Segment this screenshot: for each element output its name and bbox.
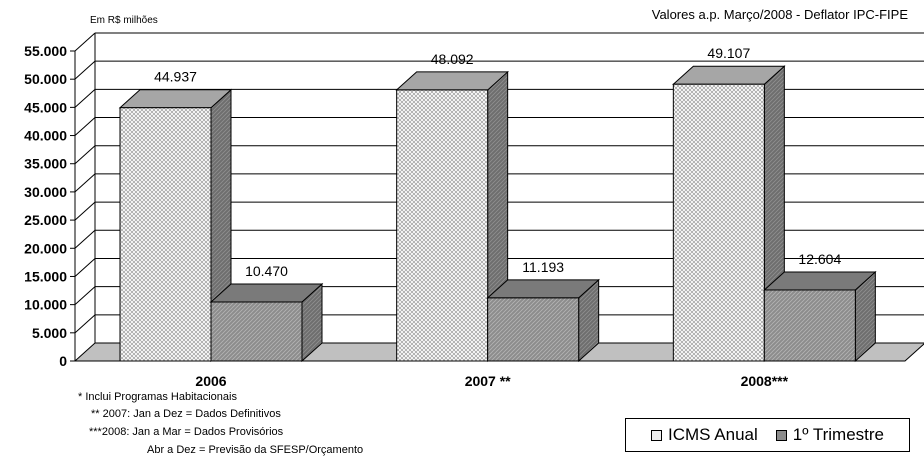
x-tick-label-1: 2007 ** [465,373,511,389]
bar-top-1-2 [763,271,877,291]
footnote-3: ***2008: Jan a Mar = Dados Provisórios [89,426,284,438]
y-tick-label-0: 0 [59,353,67,369]
bar-top-0-2 [672,65,786,85]
y-tick-label-7: 35.000 [24,156,67,172]
legend-item-trimestre: 1º Trimestre [775,425,884,445]
bar-0-2 [672,83,765,362]
y-tick-label-5: 25.000 [24,212,67,228]
bar-top-0-0 [118,89,233,109]
grid-side-8 [74,117,96,136]
legend-swatch-icms [651,429,662,441]
bar-1-2 [763,289,856,362]
y-tick-label-8: 40.000 [24,128,67,144]
y-tick-label-11: 55.000 [24,43,67,59]
grid-side-5 [74,201,96,221]
bar-top-1-0 [209,283,324,303]
grid-side-7 [74,145,96,165]
grid-side-6 [74,173,96,193]
grid-side-9 [74,88,96,108]
bar-1-0 [210,301,303,362]
y-tick-label-10: 50.000 [24,71,67,87]
legend-item-icms: ICMS Anual [651,425,758,445]
footnote-1: * Inclui Programas Habitacionais [78,391,237,403]
footnote-2: ** 2007: Jan a Dez = Dados Definitivos [91,408,281,420]
bar-0-1 [396,89,489,362]
data-label-1-0: 10.470 [245,263,288,279]
y-tick-label-4: 20.000 [24,240,67,256]
y-tick-label-9: 45.000 [24,99,67,115]
data-label-0-0: 44.937 [154,69,197,85]
grid-side-11 [74,32,96,52]
grid-side-2 [74,286,96,306]
y-tick-label-3: 15.000 [24,268,67,284]
data-label-1-2: 12.604 [798,251,841,267]
y-tick-label-2: 10.000 [24,297,67,313]
data-label-1-1: 11.193 [522,259,564,275]
y-tick-label-1: 5.000 [32,325,67,341]
data-label-0-1: 48.092 [431,51,474,67]
footnote-4: Abr a Dez = Previsão da SFESP/Orçamento [147,444,364,456]
legend-label-icms: ICMS Anual [668,425,758,444]
bar-top-0-1 [395,71,509,91]
grid-side-4 [74,229,96,249]
grid-side-1 [74,314,96,334]
data-label-0-2: 49.107 [707,45,750,61]
x-tick-label-2: 2008*** [741,373,789,389]
bar-0-0 [119,107,212,362]
legend-swatch-trimestre [775,429,787,441]
legend: ICMS Anual 1º Trimestre [625,418,910,452]
deflator-note: Valores a.p. Março/2008 - Deflator IPC-F… [651,7,908,22]
x-tick-label-0: 2006 [195,373,226,389]
bar-top-1-1 [486,279,600,299]
legend-label-trimestre: 1º Trimestre [792,425,884,444]
bar-1-1 [487,297,580,362]
unit-label: Em R$ milhões [90,15,158,26]
grid-side-10 [74,60,96,80]
y-tick-label-6: 30.000 [24,184,67,200]
grid-side-3 [74,258,96,277]
